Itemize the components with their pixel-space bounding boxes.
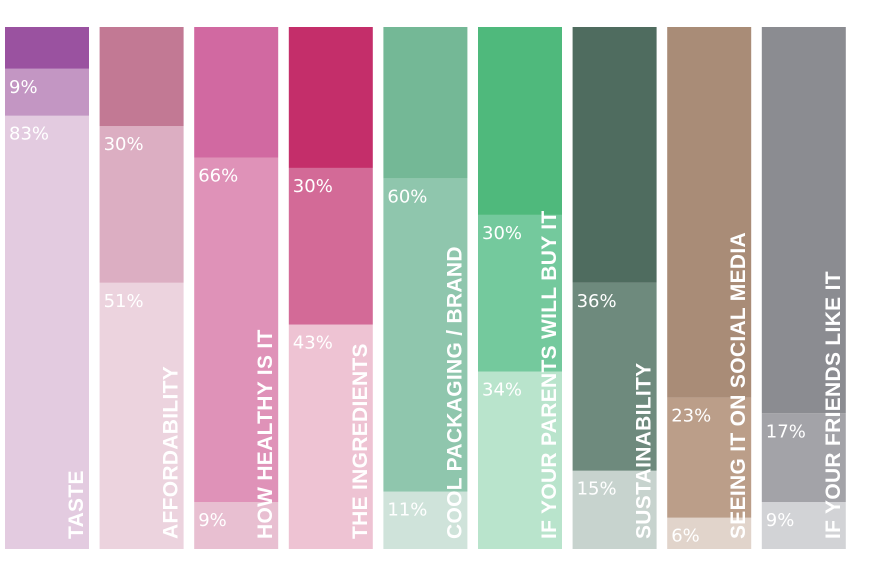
data-label: 83% (9, 124, 49, 145)
bar-segment (478, 214, 562, 372)
bar-segment (5, 68, 89, 116)
bar-segment (99, 27, 184, 127)
bar-segment (383, 491, 468, 549)
data-label: 9% (198, 510, 227, 531)
category-label: COOL PACKAGING / BRAND (443, 246, 466, 539)
data-label: 43% (293, 333, 333, 354)
bar-segment (99, 126, 184, 283)
data-label: 6% (671, 526, 700, 547)
bar-group: 9% 17% IF YOUR FRIENDS LIKE IT (761, 27, 846, 549)
data-label: 66% (198, 166, 238, 187)
category-label: IF YOUR FRIENDS LIKE IT (822, 271, 845, 539)
bar-segment (667, 397, 752, 518)
data-label: 30% (293, 176, 333, 197)
bar-segment (5, 27, 89, 69)
bar-segment (761, 413, 846, 503)
bar-group: 9% 66% HOW HEALTHY IS IT (194, 27, 279, 549)
data-label: 51% (104, 291, 144, 312)
category-label: IF YOUR PARENTS WILL BUY IT (538, 210, 561, 539)
bar-segment (478, 27, 562, 215)
bar-segment (5, 115, 89, 550)
data-label: 30% (482, 223, 522, 244)
bar-segment (478, 371, 562, 549)
bar-segment (572, 470, 657, 549)
category-label: HOW HEALTHY IS IT (254, 329, 277, 539)
bar-segment (288, 167, 373, 325)
bar-group: 15% 36% SUSTAINABILITY (572, 27, 657, 549)
category-label: SEEING IT ON SOCIAL MEDIA (727, 232, 750, 539)
bar-segment (572, 27, 657, 283)
bar-segment (667, 27, 752, 398)
bar-group: 51% 30% AFFORDABILITY (99, 27, 184, 549)
category-label: AFFORDABILITY (160, 366, 183, 539)
bar-segment (194, 27, 279, 158)
bar-group: 34% 30% IF YOUR PARENTS WILL BUY IT (478, 27, 562, 549)
bar-group: 6% 23% SEEING IT ON SOCIAL MEDIA (667, 27, 752, 549)
bar-segment (572, 282, 657, 471)
data-label: 60% (387, 186, 427, 207)
category-label: SUSTAINABILITY (633, 363, 656, 539)
data-label: 9% (9, 77, 38, 98)
category-label: THE INGREDIENTS (349, 343, 372, 539)
data-label: 9% (766, 510, 795, 531)
bar-group: 43% 30% THE INGREDIENTS (288, 27, 373, 549)
data-label: 34% (482, 380, 522, 401)
data-label: 15% (577, 479, 617, 500)
category-label: TASTE (65, 470, 88, 539)
bar-segment (383, 178, 468, 492)
data-label: 11% (387, 500, 427, 521)
bar-segment (194, 502, 279, 549)
bar-segment (667, 517, 752, 549)
data-label: 36% (577, 291, 617, 312)
bar-segment (761, 502, 846, 549)
data-label: 30% (104, 134, 144, 155)
bar-group: 83% 9% TASTE (5, 27, 89, 550)
bar-group: 11% 60% COOL PACKAGING / BRAND (383, 27, 468, 549)
bar-segment (383, 27, 468, 179)
bar-segment (288, 324, 373, 549)
data-label: 23% (671, 406, 711, 427)
bar-segment (99, 282, 184, 549)
bar-segment (288, 27, 373, 168)
bar-segment (194, 157, 279, 503)
data-label: 17% (766, 421, 806, 442)
bar-segment (761, 27, 846, 414)
